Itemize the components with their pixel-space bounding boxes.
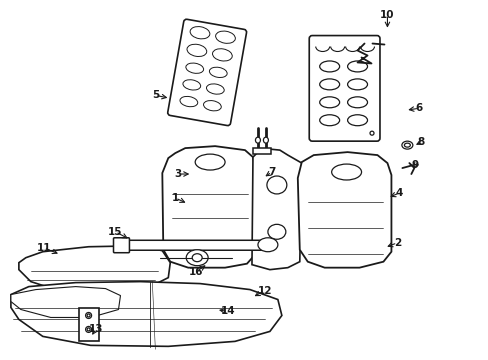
FancyBboxPatch shape	[308, 36, 379, 141]
Text: 4: 4	[395, 188, 402, 198]
Ellipse shape	[215, 31, 235, 43]
Ellipse shape	[319, 61, 339, 72]
Ellipse shape	[192, 254, 202, 262]
Ellipse shape	[319, 97, 339, 108]
Text: 9: 9	[411, 160, 418, 170]
Ellipse shape	[209, 67, 227, 77]
Ellipse shape	[401, 141, 412, 149]
Polygon shape	[252, 148, 270, 154]
Ellipse shape	[87, 314, 90, 317]
Ellipse shape	[319, 115, 339, 126]
Ellipse shape	[347, 115, 367, 126]
Text: 6: 6	[415, 103, 422, 113]
Ellipse shape	[267, 224, 285, 239]
Ellipse shape	[206, 84, 224, 94]
Polygon shape	[11, 282, 281, 346]
Ellipse shape	[263, 137, 268, 143]
Ellipse shape	[185, 63, 203, 73]
Text: 5: 5	[151, 90, 159, 100]
Ellipse shape	[347, 97, 367, 108]
Ellipse shape	[347, 79, 367, 90]
Text: 14: 14	[220, 306, 235, 316]
Text: 1: 1	[171, 193, 179, 203]
FancyBboxPatch shape	[119, 240, 269, 250]
Ellipse shape	[258, 238, 277, 252]
Text: 13: 13	[88, 324, 102, 334]
Ellipse shape	[186, 44, 206, 57]
Polygon shape	[19, 246, 170, 292]
Ellipse shape	[331, 164, 361, 180]
Text: 2: 2	[393, 238, 400, 248]
Text: 11: 11	[37, 243, 51, 253]
Ellipse shape	[183, 80, 200, 90]
Ellipse shape	[212, 49, 232, 61]
Polygon shape	[79, 307, 99, 341]
Polygon shape	[162, 146, 254, 268]
Text: 3: 3	[174, 169, 182, 179]
Polygon shape	[251, 149, 301, 270]
Text: 8: 8	[417, 137, 424, 147]
Ellipse shape	[203, 100, 221, 111]
FancyBboxPatch shape	[167, 19, 246, 126]
Ellipse shape	[87, 328, 90, 331]
Ellipse shape	[404, 143, 409, 147]
Text: 10: 10	[379, 10, 394, 20]
Ellipse shape	[319, 79, 339, 90]
Ellipse shape	[369, 131, 373, 135]
Ellipse shape	[266, 176, 286, 194]
Ellipse shape	[255, 137, 260, 143]
Ellipse shape	[85, 327, 91, 332]
Text: 7: 7	[267, 167, 275, 177]
Ellipse shape	[190, 27, 209, 39]
FancyBboxPatch shape	[113, 238, 129, 253]
Ellipse shape	[85, 312, 91, 319]
Polygon shape	[297, 152, 390, 268]
Ellipse shape	[186, 250, 208, 266]
Polygon shape	[11, 287, 120, 318]
Ellipse shape	[180, 96, 197, 107]
Text: 15: 15	[108, 227, 122, 237]
Ellipse shape	[195, 154, 224, 170]
Ellipse shape	[347, 61, 367, 72]
Text: 16: 16	[188, 267, 203, 276]
Text: 12: 12	[257, 285, 272, 296]
